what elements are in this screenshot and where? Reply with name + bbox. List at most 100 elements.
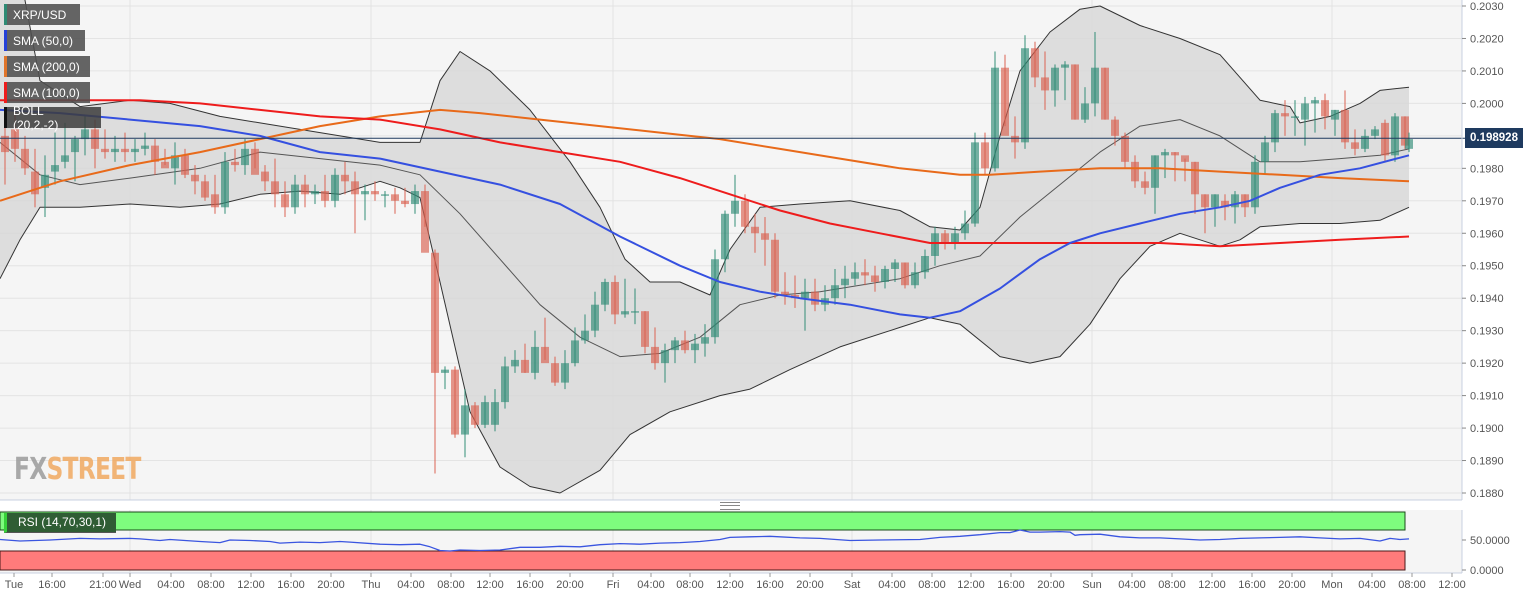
- candle-bullish[interactable]: [501, 366, 509, 403]
- candle-bullish[interactable]: [1311, 100, 1319, 104]
- candle-bearish[interactable]: [21, 148, 29, 169]
- candle-bearish[interactable]: [401, 200, 409, 205]
- candle-bearish[interactable]: [101, 148, 109, 153]
- candle-bearish[interactable]: [1191, 161, 1199, 195]
- candle-bullish[interactable]: [1231, 194, 1239, 208]
- candle-bullish[interactable]: [1091, 67, 1099, 104]
- candle-bearish[interactable]: [811, 291, 819, 305]
- candle-bullish[interactable]: [1081, 103, 1089, 120]
- candle-bearish[interactable]: [301, 184, 309, 195]
- candle-bearish[interactable]: [1281, 113, 1289, 117]
- candle-bearish[interactable]: [231, 161, 239, 166]
- candle-bullish[interactable]: [1361, 135, 1369, 149]
- candle-bullish[interactable]: [1021, 48, 1029, 143]
- candle-bearish[interactable]: [861, 272, 869, 276]
- candle-bullish[interactable]: [381, 194, 389, 196]
- candle-bearish[interactable]: [211, 194, 219, 208]
- candle-bullish[interactable]: [961, 223, 969, 234]
- candle-bullish[interactable]: [1261, 142, 1269, 162]
- candle-bullish[interactable]: [311, 191, 319, 195]
- candle-bearish[interactable]: [31, 171, 39, 195]
- candle-bullish[interactable]: [481, 402, 489, 425]
- legend-sma-200[interactable]: SMA (200,0): [4, 56, 90, 77]
- candle-bullish[interactable]: [581, 330, 589, 341]
- candle-bullish[interactable]: [931, 233, 939, 256]
- candle-bullish[interactable]: [971, 142, 979, 224]
- candle-bearish[interactable]: [261, 171, 269, 182]
- candle-bullish[interactable]: [691, 343, 699, 351]
- candle-bearish[interactable]: [1071, 64, 1079, 120]
- candle-bearish[interactable]: [611, 281, 619, 315]
- candle-bullish[interactable]: [831, 285, 839, 299]
- candle-bearish[interactable]: [1041, 77, 1049, 91]
- candle-bullish[interactable]: [41, 174, 49, 188]
- candle-bullish[interactable]: [331, 174, 339, 201]
- candle-bearish[interactable]: [551, 363, 559, 383]
- candle-bullish[interactable]: [1211, 194, 1219, 208]
- candle-bullish[interactable]: [991, 67, 999, 169]
- candle-bullish[interactable]: [131, 148, 139, 153]
- candle-bullish[interactable]: [491, 402, 499, 425]
- candle-bullish[interactable]: [1151, 155, 1159, 188]
- candle-bullish[interactable]: [531, 346, 539, 373]
- candle-bullish[interactable]: [661, 350, 669, 364]
- candle-bullish[interactable]: [801, 291, 809, 299]
- candle-bearish[interactable]: [91, 129, 99, 149]
- candle-bullish[interactable]: [1371, 129, 1379, 136]
- candle-bullish[interactable]: [891, 262, 899, 269]
- candle-bearish[interactable]: [451, 369, 459, 435]
- candle-bullish[interactable]: [921, 255, 929, 273]
- candle-bullish[interactable]: [701, 337, 709, 344]
- candle-bullish[interactable]: [631, 311, 639, 313]
- candle-bullish[interactable]: [1251, 161, 1259, 208]
- candle-bearish[interactable]: [1351, 142, 1359, 149]
- panel-resize-handle[interactable]: [720, 502, 740, 510]
- candle-bearish[interactable]: [471, 405, 479, 425]
- candle-bearish[interactable]: [751, 226, 759, 234]
- candle-bearish[interactable]: [201, 181, 209, 198]
- candle-bearish[interactable]: [1101, 67, 1109, 120]
- candle-bullish[interactable]: [951, 233, 959, 244]
- candle-bearish[interactable]: [431, 252, 439, 373]
- candle-bearish[interactable]: [421, 191, 429, 253]
- candle-bullish[interactable]: [51, 165, 59, 172]
- candle-bullish[interactable]: [1291, 116, 1299, 118]
- candle-bullish[interactable]: [111, 148, 119, 153]
- candle-bearish[interactable]: [1341, 109, 1349, 143]
- candle-bearish[interactable]: [1241, 194, 1249, 208]
- candle-bullish[interactable]: [881, 268, 889, 282]
- candle-bullish[interactable]: [171, 155, 179, 169]
- candle-bullish[interactable]: [621, 311, 629, 315]
- candle-bearish[interactable]: [321, 191, 329, 201]
- candle-bullish[interactable]: [241, 148, 249, 166]
- candle-bullish[interactable]: [671, 340, 679, 351]
- candle-bullish[interactable]: [851, 272, 859, 279]
- candle-bearish[interactable]: [151, 145, 159, 162]
- candle-bearish[interactable]: [1011, 135, 1019, 143]
- candle-bearish[interactable]: [121, 148, 129, 153]
- candle-bearish[interactable]: [521, 359, 529, 373]
- candle-bearish[interactable]: [781, 291, 789, 295]
- legend-boll[interactable]: BOLL (20,2,-2): [4, 104, 101, 132]
- candle-bearish[interactable]: [1121, 135, 1129, 162]
- rsi-legend[interactable]: RSI (14,70,30,1): [4, 513, 117, 533]
- candle-bearish[interactable]: [901, 262, 909, 286]
- candle-bearish[interactable]: [1181, 155, 1189, 162]
- candle-bearish[interactable]: [341, 174, 349, 182]
- candle-bullish[interactable]: [511, 359, 519, 367]
- candle-bearish[interactable]: [681, 340, 689, 351]
- candle-bearish[interactable]: [271, 181, 279, 195]
- candle-bullish[interactable]: [591, 304, 599, 331]
- candle-bullish[interactable]: [1391, 116, 1399, 156]
- candle-bullish[interactable]: [1301, 103, 1309, 120]
- candle-bullish[interactable]: [731, 200, 739, 214]
- candle-bearish[interactable]: [941, 233, 949, 244]
- candle-bullish[interactable]: [561, 363, 569, 383]
- legend-sma-100[interactable]: SMA (100,0): [4, 82, 90, 103]
- candle-bullish[interactable]: [571, 340, 579, 364]
- candle-bullish[interactable]: [711, 259, 719, 338]
- candle-bearish[interactable]: [351, 181, 359, 195]
- candle-bullish[interactable]: [81, 129, 89, 140]
- candle-bearish[interactable]: [651, 346, 659, 364]
